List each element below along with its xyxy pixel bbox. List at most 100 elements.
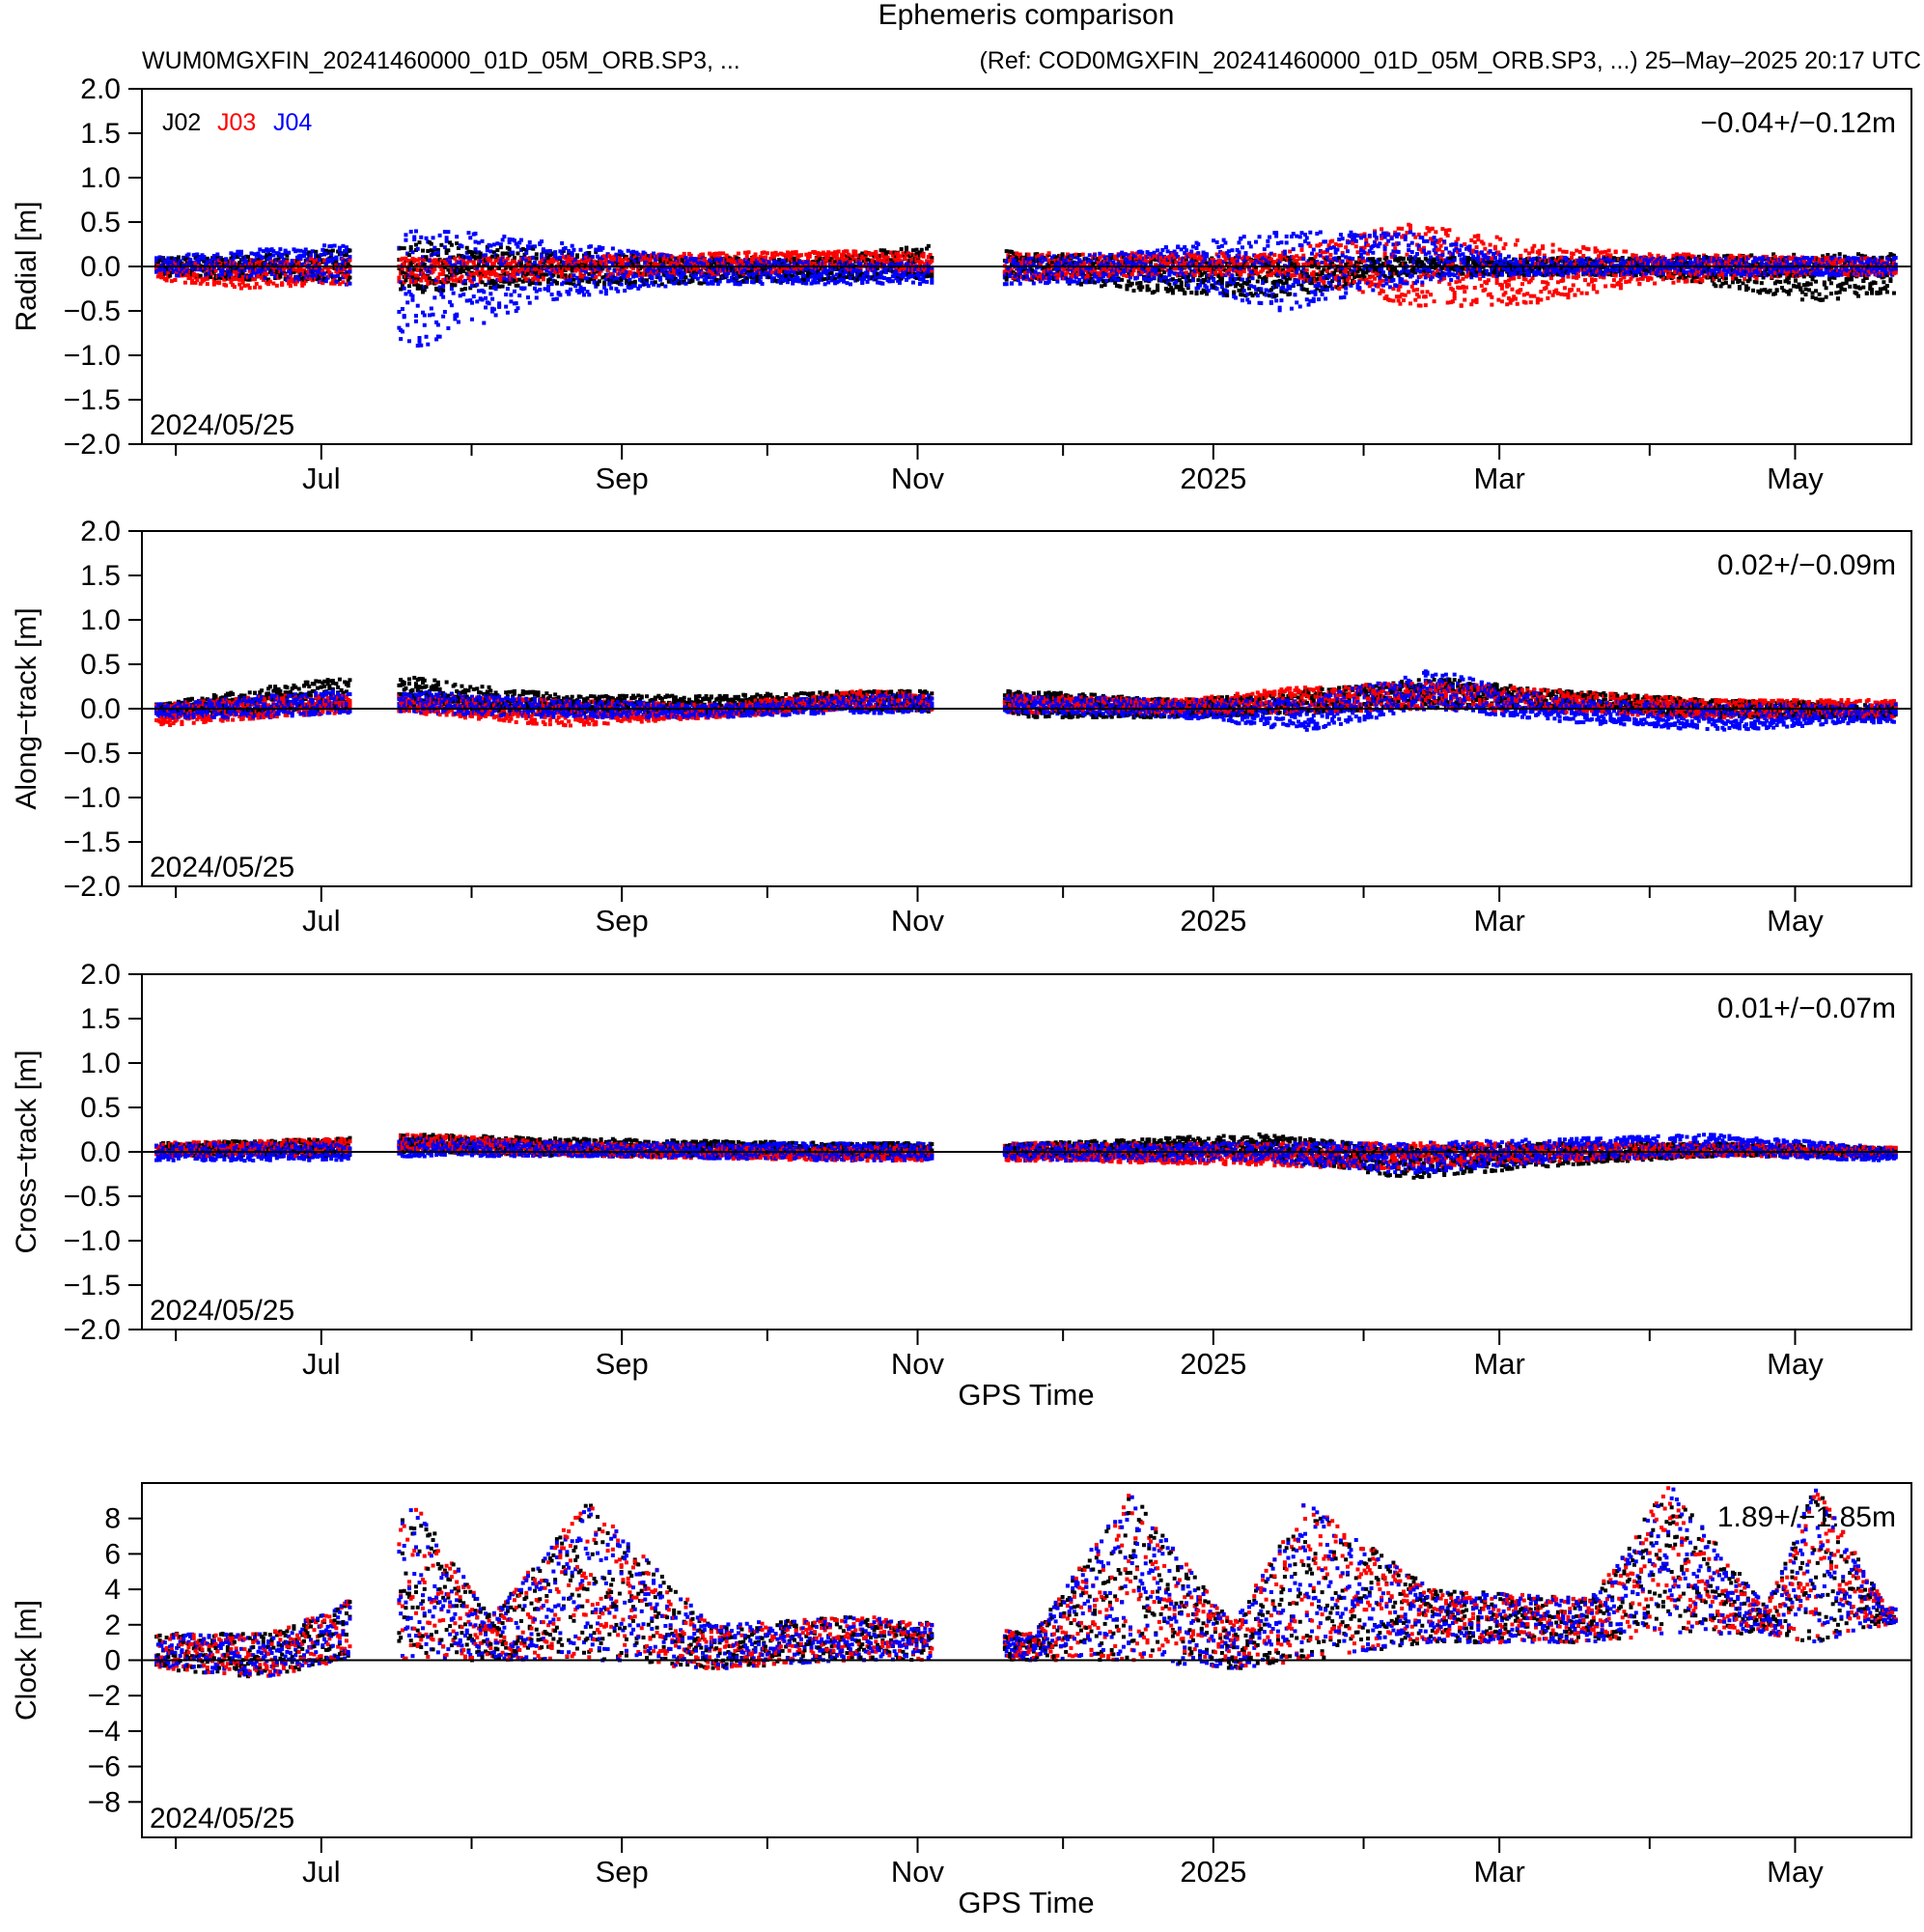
point-j04: [726, 270, 731, 275]
point-j04: [477, 240, 482, 245]
point-j04: [317, 258, 321, 263]
point-j03: [899, 259, 904, 264]
point-j03: [744, 254, 749, 259]
point-j03: [312, 258, 317, 263]
point-j02: [495, 254, 500, 259]
point-j03: [287, 281, 292, 286]
point-j04: [1106, 263, 1111, 267]
point-j03: [292, 267, 296, 272]
point-j02: [636, 261, 641, 266]
point-j03: [290, 277, 294, 282]
point-j04: [597, 245, 601, 250]
point-j04: [516, 244, 520, 249]
point-j04: [468, 256, 473, 261]
data-points: [154, 222, 1898, 348]
point-j02: [567, 252, 572, 257]
point-j04: [448, 260, 453, 265]
point-j04: [656, 283, 661, 288]
point-j04: [1179, 266, 1184, 270]
point-j03: [617, 255, 622, 260]
point-j04: [1187, 266, 1192, 270]
point-j02: [751, 275, 756, 280]
point-j04: [507, 240, 512, 245]
point-j04: [449, 303, 454, 308]
point-j04: [882, 263, 887, 267]
point-j04: [890, 279, 895, 284]
point-j04: [596, 247, 600, 252]
point-j03: [878, 259, 883, 264]
point-j02: [482, 263, 487, 267]
point-j04: [475, 266, 480, 270]
point-j03: [906, 251, 910, 256]
point-j04: [787, 263, 792, 267]
point-j04: [269, 272, 274, 277]
point-j04: [1118, 252, 1123, 257]
point-j04: [469, 317, 474, 322]
point-j04: [709, 279, 713, 284]
point-j04: [1152, 250, 1157, 255]
point-j04: [1172, 249, 1177, 254]
point-j04: [858, 268, 863, 273]
point-j03: [522, 274, 527, 279]
point-j04: [679, 268, 683, 273]
point-j02: [549, 262, 554, 266]
point-j02: [750, 268, 755, 273]
point-j04: [348, 281, 352, 286]
point-j04: [1147, 272, 1152, 277]
point-j02: [816, 260, 821, 265]
point-j02: [466, 267, 471, 272]
point-j02: [435, 253, 440, 258]
point-j04: [784, 277, 789, 282]
point-j03: [431, 269, 435, 274]
point-j04: [1189, 259, 1194, 264]
point-j04: [1071, 263, 1075, 267]
point-j04: [612, 268, 617, 273]
point-j02: [1127, 279, 1131, 284]
point-j02: [1147, 287, 1152, 292]
point-j04: [921, 279, 926, 284]
point-j04: [653, 268, 657, 273]
point-j03: [688, 253, 693, 258]
point-j04: [813, 280, 818, 285]
point-j02: [850, 272, 854, 277]
point-j02: [509, 266, 514, 271]
point-j04: [572, 247, 576, 252]
point-j04: [554, 256, 559, 261]
point-j04: [1123, 252, 1128, 257]
point-j04: [538, 288, 543, 293]
point-j02: [334, 259, 339, 264]
point-j04: [549, 293, 554, 297]
point-j03: [789, 254, 794, 259]
point-j02: [547, 277, 552, 282]
point-j03: [175, 270, 180, 275]
point-j04: [589, 244, 594, 249]
point-j03: [442, 259, 447, 264]
point-j04: [312, 274, 317, 279]
point-j04: [500, 261, 505, 266]
point-j04: [1018, 281, 1022, 286]
point-j03: [765, 251, 769, 256]
point-j04: [188, 258, 193, 263]
point-j04: [877, 262, 881, 266]
point-j02: [1101, 279, 1105, 284]
point-j04: [896, 262, 901, 266]
point-j02: [446, 248, 451, 253]
point-j04: [1093, 253, 1098, 258]
point-j02: [408, 244, 413, 249]
point-j03: [621, 258, 626, 263]
point-j02: [448, 240, 453, 245]
point-j04: [435, 250, 440, 255]
point-j04: [603, 277, 608, 282]
point-j03: [412, 257, 417, 262]
point-j03: [1192, 254, 1197, 259]
point-j03: [498, 278, 503, 283]
point-j04: [717, 279, 722, 284]
point-j02: [500, 284, 505, 289]
point-j02: [629, 259, 634, 264]
point-j02: [680, 258, 684, 263]
point-j02: [415, 283, 420, 288]
point-j04: [688, 258, 693, 263]
point-j03: [851, 257, 856, 262]
point-j02: [348, 275, 352, 280]
